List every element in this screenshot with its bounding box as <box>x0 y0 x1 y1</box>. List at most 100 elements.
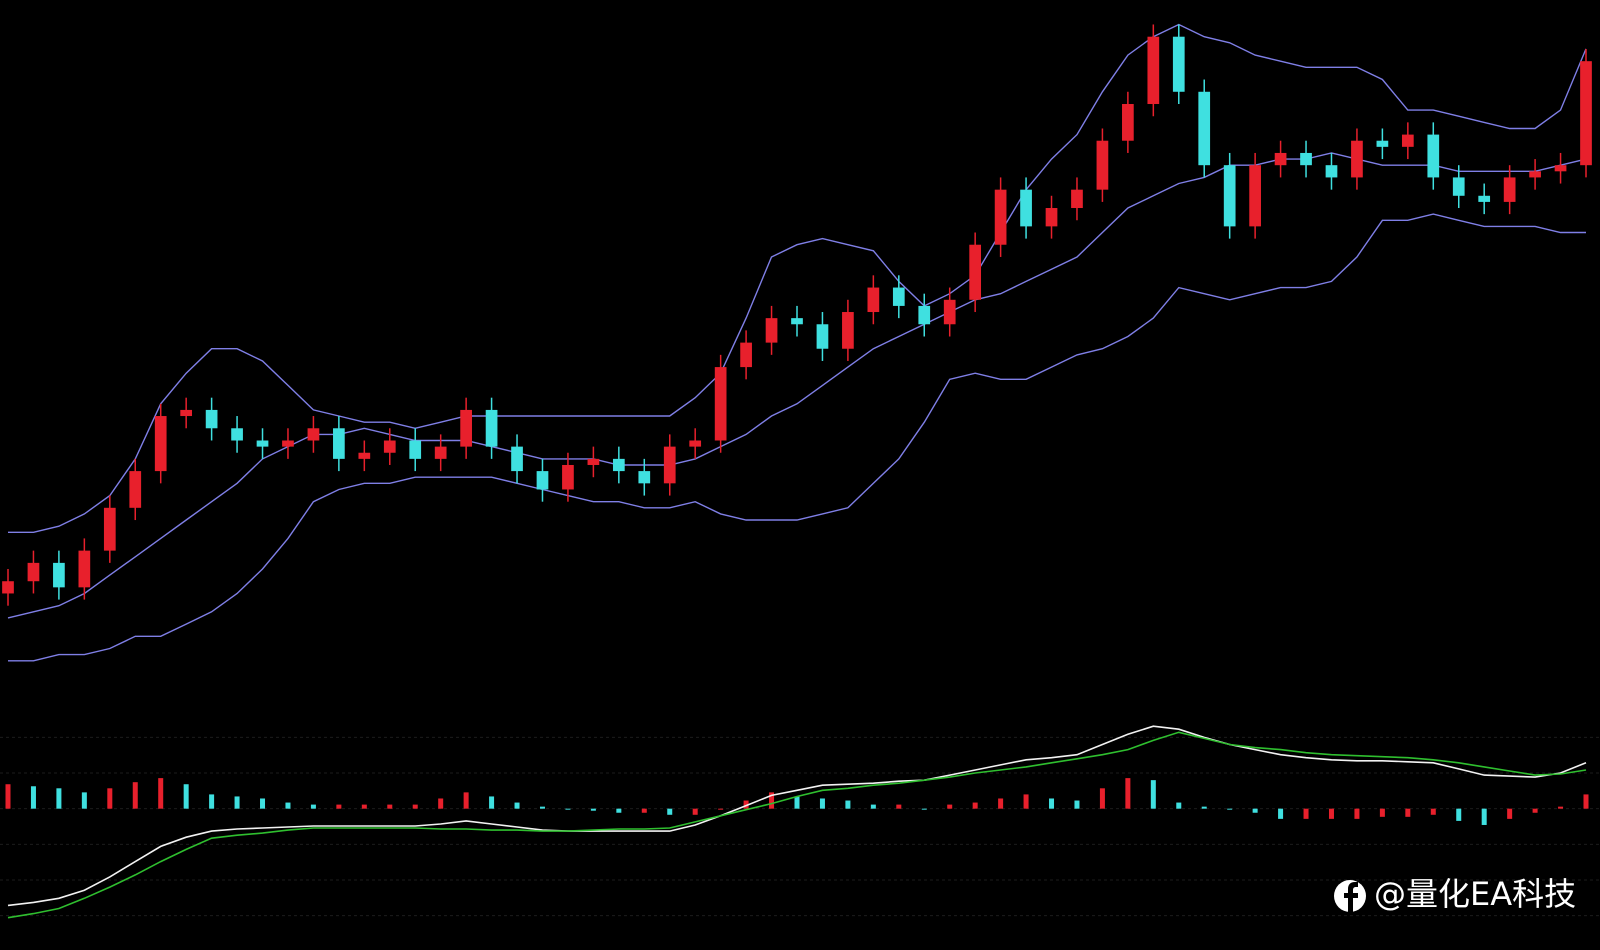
macd-bar <box>260 798 266 809</box>
candle-body <box>1452 177 1465 196</box>
candle-body <box>918 305 931 325</box>
candle-body <box>231 428 243 441</box>
macd-line <box>7 725 1587 907</box>
macd-bar <box>870 804 876 809</box>
candle-body <box>791 318 803 325</box>
candle-body <box>1325 165 1338 178</box>
macd-bar <box>1150 780 1156 809</box>
candle-body <box>892 287 905 306</box>
macd-bar <box>1583 794 1589 809</box>
candle-body <box>1096 140 1109 190</box>
candle-body <box>78 550 91 588</box>
macd-bar <box>718 808 724 810</box>
candle-body <box>1300 152 1312 166</box>
macd-bar <box>1023 794 1029 809</box>
candle-body <box>27 562 40 582</box>
band-line <box>8 213 1586 662</box>
candle-body <box>740 342 752 368</box>
candle-body <box>434 446 447 459</box>
candle-body <box>2 581 14 594</box>
macd-bar <box>1176 802 1182 809</box>
candle-body <box>1351 140 1363 178</box>
macd-bar <box>590 808 596 811</box>
candle-body <box>282 440 294 447</box>
macd-bar <box>1099 788 1105 809</box>
macd-bar <box>183 784 189 809</box>
macd-bar <box>30 786 36 809</box>
candle-body <box>1020 189 1032 227</box>
macd-bar <box>972 802 978 809</box>
candle-body <box>994 189 1007 245</box>
candle-body <box>1249 165 1261 227</box>
macd-line <box>7 731 1587 919</box>
macd-bar <box>1354 808 1360 819</box>
macd-bar <box>1303 808 1309 819</box>
candle-body <box>154 416 167 472</box>
macd-bar <box>794 796 800 809</box>
macd-bar <box>514 802 520 809</box>
macd-bar <box>1201 806 1207 809</box>
macd-bar <box>81 792 87 809</box>
candle-body <box>333 428 345 459</box>
macd-bar <box>921 808 927 810</box>
candle-body <box>1071 189 1083 209</box>
macd-bar <box>692 808 698 815</box>
macd-bar <box>412 804 418 809</box>
macd-bar <box>438 798 444 809</box>
candle-body <box>256 440 269 447</box>
candle-body <box>1580 61 1592 166</box>
candle-body <box>1478 195 1491 202</box>
candle-body <box>409 440 422 459</box>
macd-bar <box>1074 800 1080 809</box>
candle-body <box>53 562 65 588</box>
macd-bar <box>1558 806 1564 809</box>
macd-bar <box>565 808 571 810</box>
macd-bar <box>5 784 11 809</box>
candle-body <box>536 471 549 490</box>
candle-body <box>969 244 982 300</box>
macd-bar <box>387 804 393 809</box>
macd-bar <box>641 808 647 813</box>
candle-body <box>358 452 371 459</box>
macd-bar <box>667 808 673 815</box>
icon-glyph <box>1344 882 1358 912</box>
macd-bar <box>56 788 62 809</box>
macd-bar <box>896 804 902 809</box>
macd-bar <box>1456 808 1462 821</box>
macd-bar <box>234 796 240 809</box>
macd-bar <box>209 794 215 809</box>
candle-body <box>714 367 727 441</box>
candle-body <box>765 318 778 343</box>
candle-body <box>1045 208 1058 227</box>
candle-body <box>1427 134 1440 178</box>
macd-bar <box>489 796 495 809</box>
macd-bar <box>1430 808 1436 815</box>
macd-bar <box>769 792 775 809</box>
macd-bar <box>107 788 113 809</box>
macd-bar <box>1481 808 1487 825</box>
candle-body <box>307 428 320 441</box>
candle-body <box>1223 165 1236 227</box>
candle-body <box>943 299 956 325</box>
macd-bar <box>1328 808 1334 819</box>
macd-bar <box>132 782 138 809</box>
candle-body <box>562 464 574 490</box>
candle-body <box>1401 134 1414 147</box>
candle-body <box>103 507 116 551</box>
candle-body <box>867 287 880 313</box>
macd-bar <box>998 798 1004 809</box>
candle-body <box>1147 36 1160 105</box>
macd-bar <box>819 798 825 809</box>
candle-body <box>587 458 600 465</box>
candle-body <box>1554 165 1567 172</box>
candle-body <box>1376 140 1389 147</box>
candle-body <box>1198 91 1211 166</box>
candle-body <box>612 458 625 472</box>
macd-bar <box>539 806 545 809</box>
macd-bar <box>743 800 749 809</box>
candle-body <box>129 471 142 508</box>
macd-bar <box>1405 808 1411 817</box>
macd-bar <box>1532 808 1538 813</box>
